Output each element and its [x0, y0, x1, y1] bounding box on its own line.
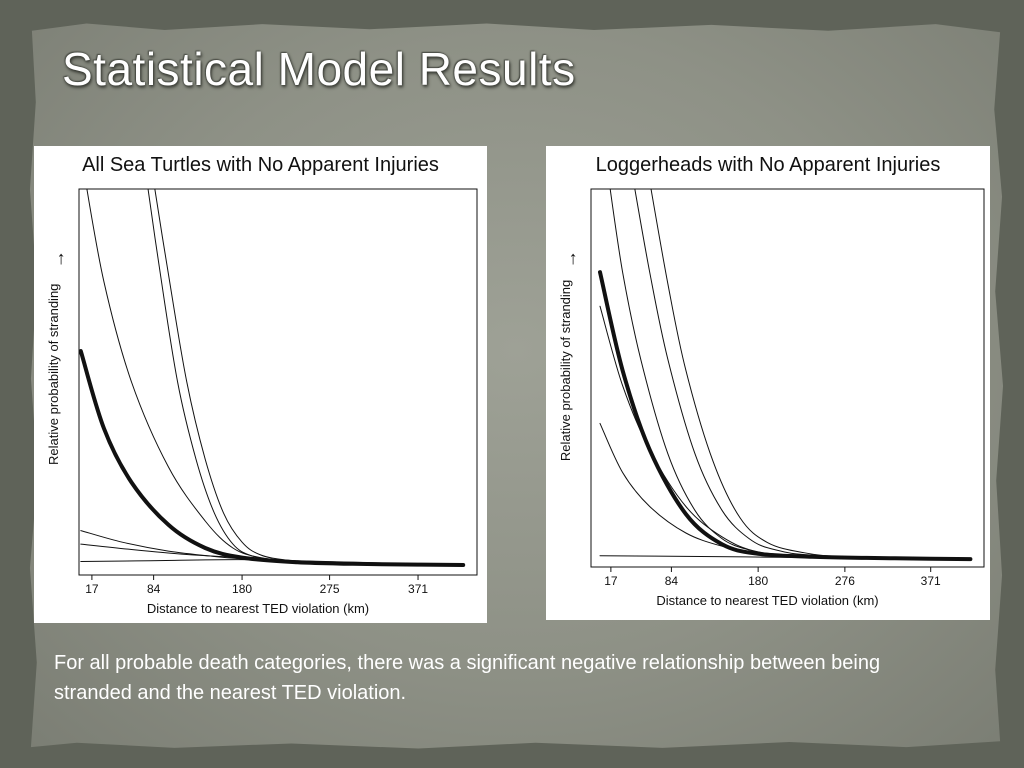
y-axis-arrow: → — [560, 250, 580, 268]
series-line-6 — [80, 559, 464, 566]
x-tick-label: 180 — [748, 574, 768, 588]
x-axis-label: Distance to nearest TED violation (km) — [147, 601, 369, 616]
chart-panel-loggerheads: Loggerheads with No Apparent Injuries 17… — [546, 146, 990, 620]
series-line-3 — [154, 189, 464, 566]
y-axis-label: Relative probability of stranding — [46, 284, 61, 465]
series-group — [598, 189, 973, 562]
series-line-6 — [599, 555, 971, 560]
x-ticks: 17 84 180 276 371 — [604, 567, 941, 588]
series-line-5 — [650, 189, 971, 560]
chart-title: All Sea Turtles with No Apparent Injurie… — [82, 154, 439, 176]
series-line-3 — [609, 189, 971, 560]
series-group — [79, 189, 466, 567]
x-axis-label: Distance to nearest TED violation (km) — [656, 593, 878, 608]
x-ticks: 17 84 180 275 371 — [85, 575, 428, 596]
chart-panel-all-sea-turtles: All Sea Turtles with No Apparent Injurie… — [34, 146, 487, 623]
x-tick-label: 17 — [85, 582, 99, 596]
chart-loggerheads: 17 84 180 276 371 Distance to nearest TED vi… — [558, 188, 985, 608]
slide-title: Statistical Model Results — [62, 43, 576, 95]
x-tick-label: 275 — [320, 582, 340, 596]
x-tick-label: 180 — [232, 582, 252, 596]
x-tick-label: 84 — [665, 574, 679, 588]
x-tick-label: 371 — [921, 574, 941, 588]
slide-body-text: For all probable death categories, there… — [54, 652, 881, 704]
y-axis-label: Relative probability of stranding — [558, 280, 573, 461]
x-tick-label: 84 — [147, 582, 161, 596]
x-tick-label: 276 — [835, 574, 855, 588]
plot-frame — [590, 188, 985, 568]
series-line-4 — [634, 189, 971, 560]
x-tick-label: 371 — [408, 582, 428, 596]
y-axis-arrow: → — [48, 250, 68, 268]
series-line-main — [79, 349, 466, 567]
plot-frame — [78, 188, 478, 576]
chart-all-sea-turtles: 17 84 180 275 371 Distance to nearest TED vi… — [46, 188, 478, 616]
series-line-2 — [599, 422, 971, 560]
chart-title: Loggerheads with No Apparent Injuries — [595, 154, 941, 176]
x-tick-label: 17 — [604, 574, 618, 588]
series-line-1 — [599, 305, 971, 560]
series-line-1 — [86, 189, 464, 566]
